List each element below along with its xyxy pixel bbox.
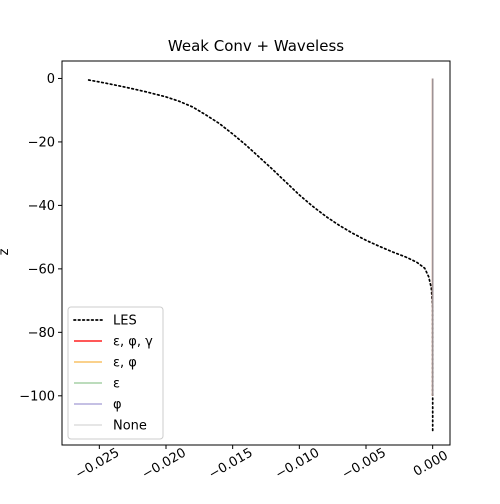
plot-frame	[61, 60, 451, 446]
legend-label: ε	[113, 377, 120, 392]
legend-label: φ	[113, 398, 122, 413]
x-axis: −0.025 −0.020 −0.015 −0.010 −0.005 0.000	[73, 445, 451, 482]
y-tick-label: 0	[47, 72, 55, 87]
y-axis-label: z	[0, 248, 12, 255]
x-tick-label: −0.025	[73, 445, 122, 482]
legend-label: ε, φ, γ	[113, 335, 153, 350]
y-tick-label: −100	[19, 389, 55, 404]
legend: LES ε, φ, γ ε, φ εφ None	[67, 306, 164, 440]
y-tick-label: −40	[28, 199, 55, 214]
y-axis: 0 −20 −40 −60 −80 −100	[19, 72, 62, 404]
y-tick-label: −20	[28, 135, 55, 150]
legend-label: None	[113, 419, 147, 434]
x-tick-label: 0.000	[411, 448, 451, 480]
x-tick-label: −0.010	[273, 445, 322, 482]
series-line-0	[87, 79, 434, 434]
y-tick-label: −60	[28, 262, 55, 277]
x-tick-label: −0.015	[206, 445, 255, 482]
y-tick-label: −80	[28, 326, 55, 341]
x-tick-label: −0.020	[140, 445, 189, 482]
legend-label: LES	[113, 314, 137, 329]
series-layer	[87, 78, 434, 434]
x-tick-label: −0.005	[340, 445, 389, 482]
legend-box	[67, 306, 164, 440]
legend-label: ε, φ	[113, 356, 137, 371]
chart-title: Weak Conv + Waveless	[168, 37, 344, 55]
